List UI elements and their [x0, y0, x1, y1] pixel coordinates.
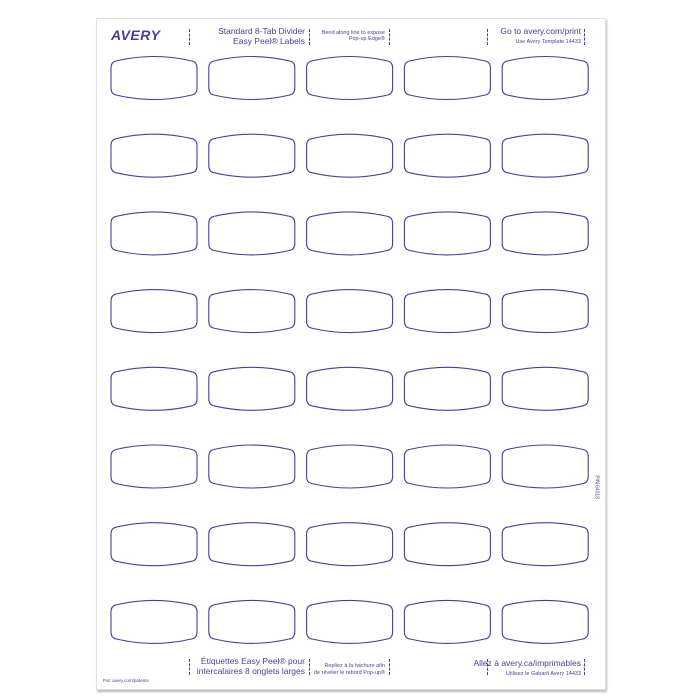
header-bend-note: Bend along line to expose Pop-up Edge® — [321, 30, 385, 43]
tab-label — [403, 211, 491, 256]
tab-label — [306, 289, 394, 334]
tab-label — [208, 366, 296, 411]
tab-label — [306, 211, 394, 256]
footer-bend-note: Repliez à la hachure afin de révéler le r… — [313, 663, 385, 676]
tab-label — [403, 56, 491, 100]
tab-label — [110, 289, 198, 334]
perforation-mark — [584, 29, 585, 45]
tab-label — [403, 366, 491, 411]
tab-label — [110, 522, 198, 567]
patents-note: Pat: avery.com/patents — [103, 677, 149, 683]
avery-logo: AVERY — [111, 27, 161, 43]
tab-label — [110, 599, 198, 644]
tab-label — [403, 522, 491, 567]
tab-label — [501, 211, 589, 256]
perforation-mark — [309, 659, 310, 675]
tab-label — [208, 289, 296, 334]
tab-label — [110, 133, 198, 178]
tab-label — [208, 444, 296, 489]
tab-label — [208, 599, 296, 644]
perforation-mark — [189, 659, 190, 675]
footer-goto: Allez à avery.ca/imprimables Utilisez le … — [473, 657, 581, 677]
tab-label — [501, 522, 589, 567]
perforation-mark — [389, 659, 390, 675]
tab-label — [110, 211, 198, 256]
tab-label — [501, 56, 589, 100]
perforation-mark — [584, 659, 585, 675]
tab-label — [306, 444, 394, 489]
tab-label — [306, 133, 394, 178]
perforation-mark — [189, 29, 190, 45]
tab-label — [403, 289, 491, 334]
tab-label — [208, 211, 296, 256]
perforation-mark — [309, 29, 310, 45]
header-goto: Go to avery.com/print Use Avery Template … — [500, 26, 581, 45]
label-sheet: AVERY Standard 8-Tab Divider Easy Peel® L… — [96, 18, 606, 690]
tab-label — [110, 56, 198, 100]
tab-label — [403, 599, 491, 644]
tab-label — [110, 444, 198, 489]
label-grid — [110, 56, 589, 644]
tab-label — [501, 133, 589, 178]
tab-label — [501, 289, 589, 334]
tab-label — [208, 522, 296, 567]
perforation-mark — [487, 29, 488, 45]
footer-title: Étiquettes Easy Peel® pour intercalaires … — [196, 656, 305, 677]
tab-label — [501, 444, 589, 489]
tab-label — [403, 444, 491, 489]
header-title: Standard 8-Tab Divider Easy Peel® Labels — [218, 26, 305, 46]
perforation-mark — [487, 659, 488, 675]
tab-label — [306, 522, 394, 567]
tab-label — [110, 366, 198, 411]
tab-label — [501, 366, 589, 411]
tab-label — [403, 133, 491, 178]
tab-label — [306, 56, 394, 100]
tab-label — [208, 56, 296, 100]
tab-label — [306, 599, 394, 644]
tab-label — [306, 366, 394, 411]
tab-label — [501, 599, 589, 644]
tab-label — [208, 133, 296, 178]
perforation-mark — [389, 29, 390, 45]
